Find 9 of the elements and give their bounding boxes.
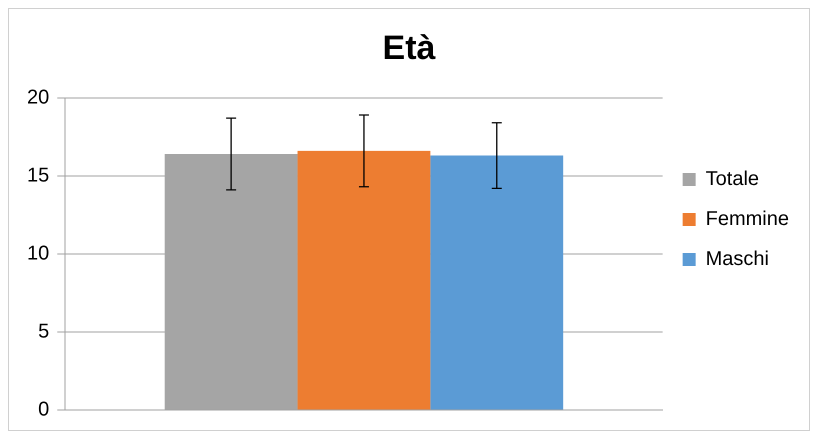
y-tick-label: 5 (38, 320, 50, 342)
chart-title: Età (382, 28, 436, 67)
legend-label: Maschi (706, 248, 770, 270)
y-tick-label: 10 (26, 242, 50, 264)
y-tick-label: 0 (38, 398, 50, 421)
y-tick-label: 20 (26, 86, 50, 108)
y-tick-label: 15 (26, 164, 50, 186)
legend-label: Totale (706, 168, 760, 190)
legend-label: Femmine (706, 208, 790, 230)
